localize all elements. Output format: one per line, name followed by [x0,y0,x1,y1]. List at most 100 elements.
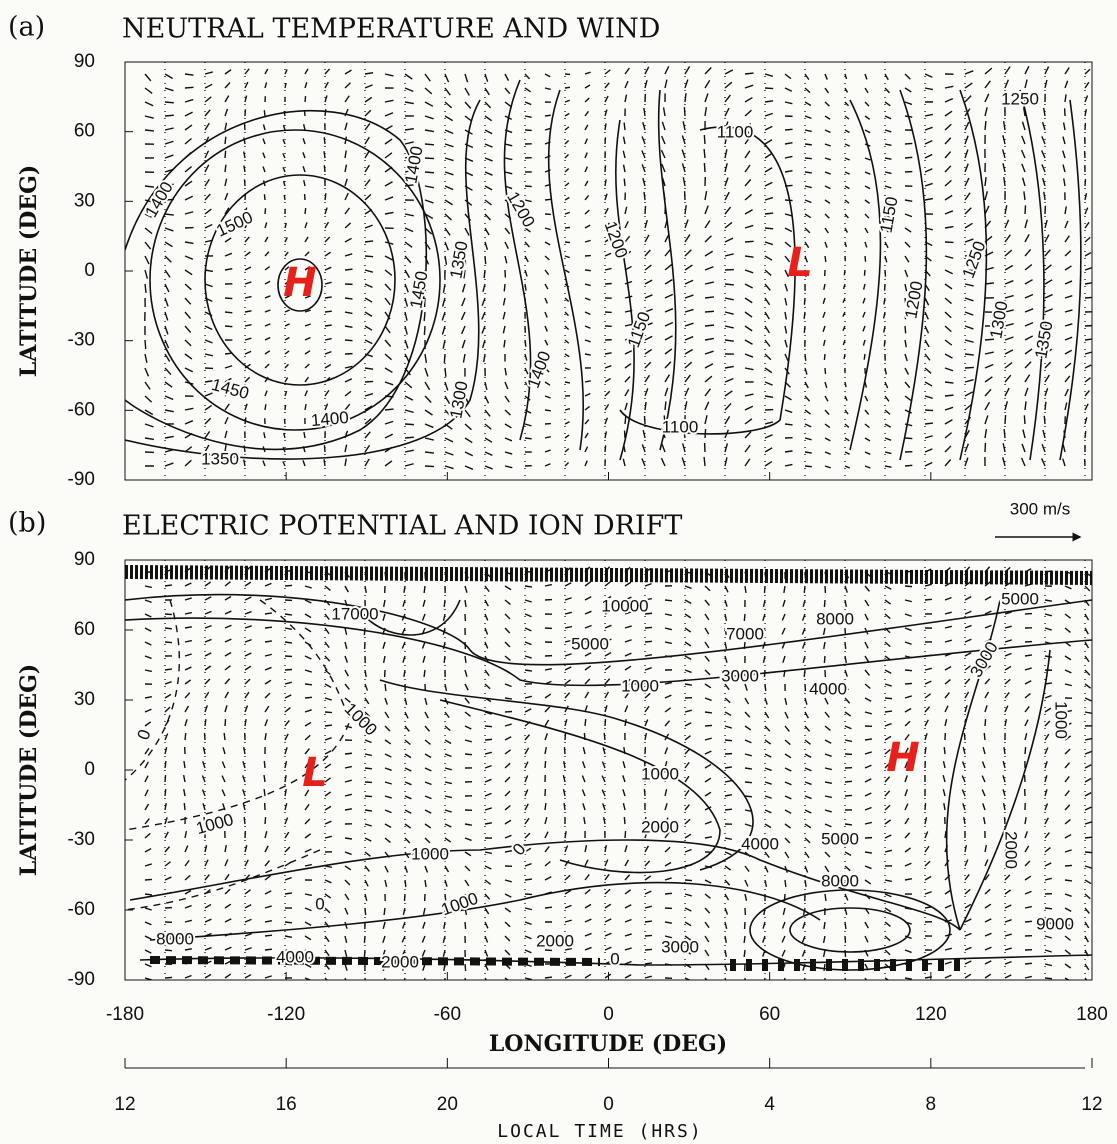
vector [824,101,830,107]
vector [904,921,912,925]
vector [1064,776,1070,783]
vector [204,888,211,895]
vector [184,948,193,951]
vector [1024,733,1028,741]
vector [544,876,552,881]
vector [904,311,907,320]
vector [944,692,950,699]
vector [584,691,590,699]
vector [884,849,892,853]
vector [1024,234,1030,243]
vector [204,918,212,923]
vector [924,153,933,159]
vector [1024,975,1032,979]
vector [324,669,331,676]
vector [224,108,229,117]
vector [364,809,373,812]
vector [364,71,374,75]
vector [224,390,231,397]
vector [682,121,686,131]
vector [1024,361,1032,369]
contour-label: 8000 [821,871,859,890]
vector [804,879,807,888]
vector [964,416,971,425]
vector [304,655,312,660]
vector [964,652,972,657]
vector [324,571,332,576]
vector [1044,775,1048,783]
vector [1004,66,1011,75]
vector [1084,282,1092,285]
vector [244,81,249,89]
vector [904,241,911,248]
vector [684,804,690,811]
vector [724,416,731,425]
vector [284,82,287,89]
vector [1064,818,1071,825]
vector [824,451,831,455]
vector [164,747,168,755]
vector [844,381,847,388]
vector [764,125,773,131]
vector [624,830,627,839]
vector [904,977,913,980]
vector [244,207,248,215]
vector [624,250,632,257]
vector [304,963,312,968]
vector [944,947,952,951]
vector [164,668,173,671]
vector [204,150,210,159]
vector [384,837,391,843]
vector [384,166,393,173]
vector [424,409,433,416]
vector [184,311,192,319]
vector [284,251,289,257]
vector [584,419,590,425]
vector [382,627,386,635]
vector [284,323,290,327]
vector [284,876,292,881]
vector [603,732,606,741]
vector [424,213,434,220]
vector [1044,293,1053,299]
vector [404,325,408,335]
vector [224,416,229,425]
vector [284,377,289,383]
vector [924,269,931,277]
vector [1064,921,1072,927]
vector [284,336,290,341]
vector [864,199,871,204]
contour-label: 2000 [381,952,419,971]
vector [344,237,352,243]
vector [204,691,210,699]
vector [144,395,153,403]
vector [844,465,851,469]
vector [704,724,713,727]
vector [484,725,493,728]
vector [964,353,974,356]
y-tick-label: 0 [84,260,95,281]
vector [184,582,192,587]
vector [844,171,850,175]
vector [224,624,232,629]
vector [844,409,849,415]
vector [844,669,848,677]
vector [924,845,930,853]
vector [244,678,251,685]
vector [564,611,572,615]
vector [824,129,831,134]
vector [444,893,447,902]
vector [1064,571,1072,575]
vector [204,178,210,187]
vector [644,401,647,411]
vector [984,873,990,881]
vector [204,973,212,979]
vector [1004,611,1012,615]
vector [144,818,150,825]
vector [364,795,373,798]
vector [262,138,266,145]
vector [524,353,528,361]
vector [944,194,953,201]
vector [964,888,971,895]
vector [401,963,406,971]
